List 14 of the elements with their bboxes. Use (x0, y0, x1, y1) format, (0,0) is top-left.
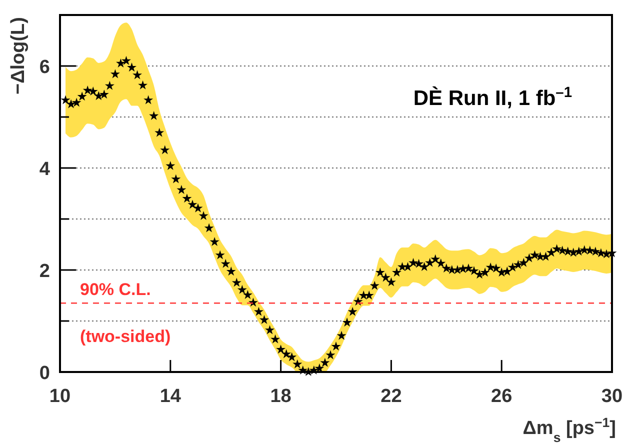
y-tick-label: 2 (39, 261, 50, 282)
y-tick-label: 6 (39, 57, 50, 78)
y-axis-title: −Δlog(L) (8, 17, 29, 95)
x-tick-label: 22 (380, 386, 402, 407)
x-tick-label: 10 (49, 386, 71, 407)
x-tick-label: 30 (601, 386, 623, 407)
y-tick-label: 0 (39, 363, 50, 384)
x-axis-title: Δm$_{s}$ [ps$^{−1}$] (522, 414, 616, 444)
y-tick-label: 4 (39, 159, 50, 180)
x-tick-label: 14 (160, 386, 182, 407)
x-tick-label: 18 (270, 386, 292, 407)
text: 90% C.L. (two-sided) (80, 280, 171, 346)
x-tick-label: 26 (491, 386, 512, 407)
annotation: DÈ Run II, 1 fb$^{–1}$ (413, 85, 572, 110)
